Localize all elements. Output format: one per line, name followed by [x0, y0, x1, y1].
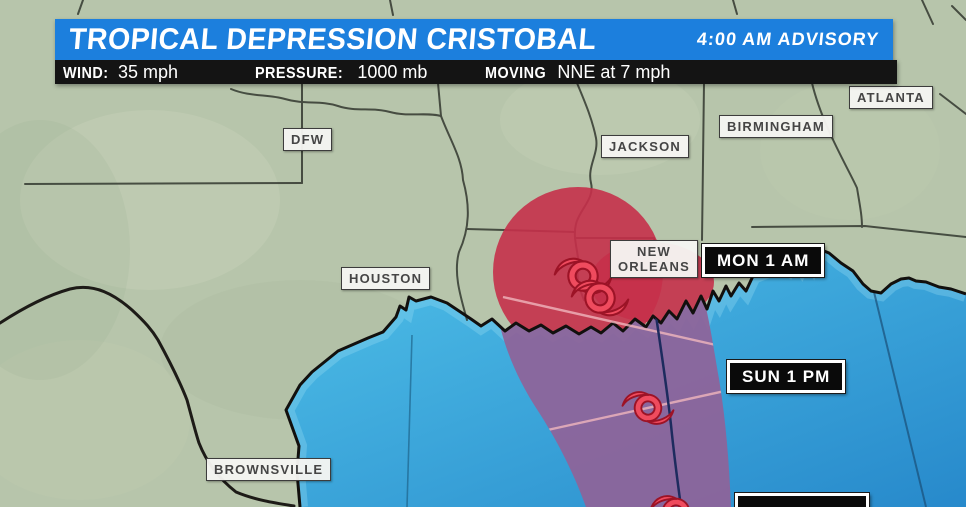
border-fragment: [77, 0, 84, 15]
advisory-banner: TROPICAL DEPRESSION CRISTOBAL 4:00 AM AD…: [55, 19, 897, 84]
wind-stat-value: 35 mph: [117, 62, 178, 82]
border-fragment: [939, 93, 966, 115]
city-label-brownsville: BROWNSVILLE: [206, 458, 332, 481]
city-label-atlanta: ATLANTA: [849, 86, 933, 109]
track-line: [649, 281, 683, 507]
border-fl-north: [751, 224, 966, 238]
advisory-time: 4:00 AM ADVISORY: [695, 29, 881, 49]
wind-stat: WIND: 35 mph: [63, 60, 178, 84]
movement-stat-value: NNE at 7 mph: [557, 62, 671, 82]
border-fragment: [732, 0, 738, 15]
border-tx-la: [440, 115, 469, 321]
wind-stat-label: WIND:: [63, 65, 109, 82]
border-ok-ar: [437, 82, 442, 117]
time-label-partial: [735, 493, 869, 507]
pressure-stat-label: PRESSURE:: [255, 65, 344, 82]
pressure-stat: PRESSURE: 1000 mb: [255, 60, 427, 84]
border-fragment: [921, 0, 934, 25]
border-tx-ok-red-river: [230, 88, 442, 117]
movement-stat: MOVING NNE at 7 mph: [485, 60, 670, 84]
time-label-sun-1pm: SUN 1 PM: [727, 360, 846, 393]
border-ms-al: [701, 82, 705, 241]
city-label-new-orleans: NEW ORLEANS: [610, 240, 698, 278]
graticule-water-lines: [406, 291, 927, 507]
border-fragment: [389, 0, 394, 16]
storm-title: TROPICAL DEPRESSION CRISTOBAL: [67, 22, 598, 56]
border-fragment: [951, 5, 966, 21]
rio-grande-river: [0, 286, 296, 507]
city-label-houston: HOUSTON: [341, 267, 431, 290]
pressure-stat-value: 1000 mb: [357, 62, 428, 82]
storm-stats-bar: WIND: 35 mph PRESSURE: 1000 mb MOVING NN…: [55, 60, 897, 84]
city-label-jackson: JACKSON: [601, 135, 689, 158]
advisory-banner-title-bar: TROPICAL DEPRESSION CRISTOBAL 4:00 AM AD…: [55, 19, 893, 60]
movement-stat-label: MOVING: [485, 65, 547, 82]
city-label-dfw: DFW: [283, 128, 333, 151]
border-nm-tx-south: [24, 182, 303, 185]
city-label-birmingham: BIRMINGHAM: [719, 115, 833, 138]
time-label-mon-1am: MON 1 AM: [702, 244, 825, 277]
